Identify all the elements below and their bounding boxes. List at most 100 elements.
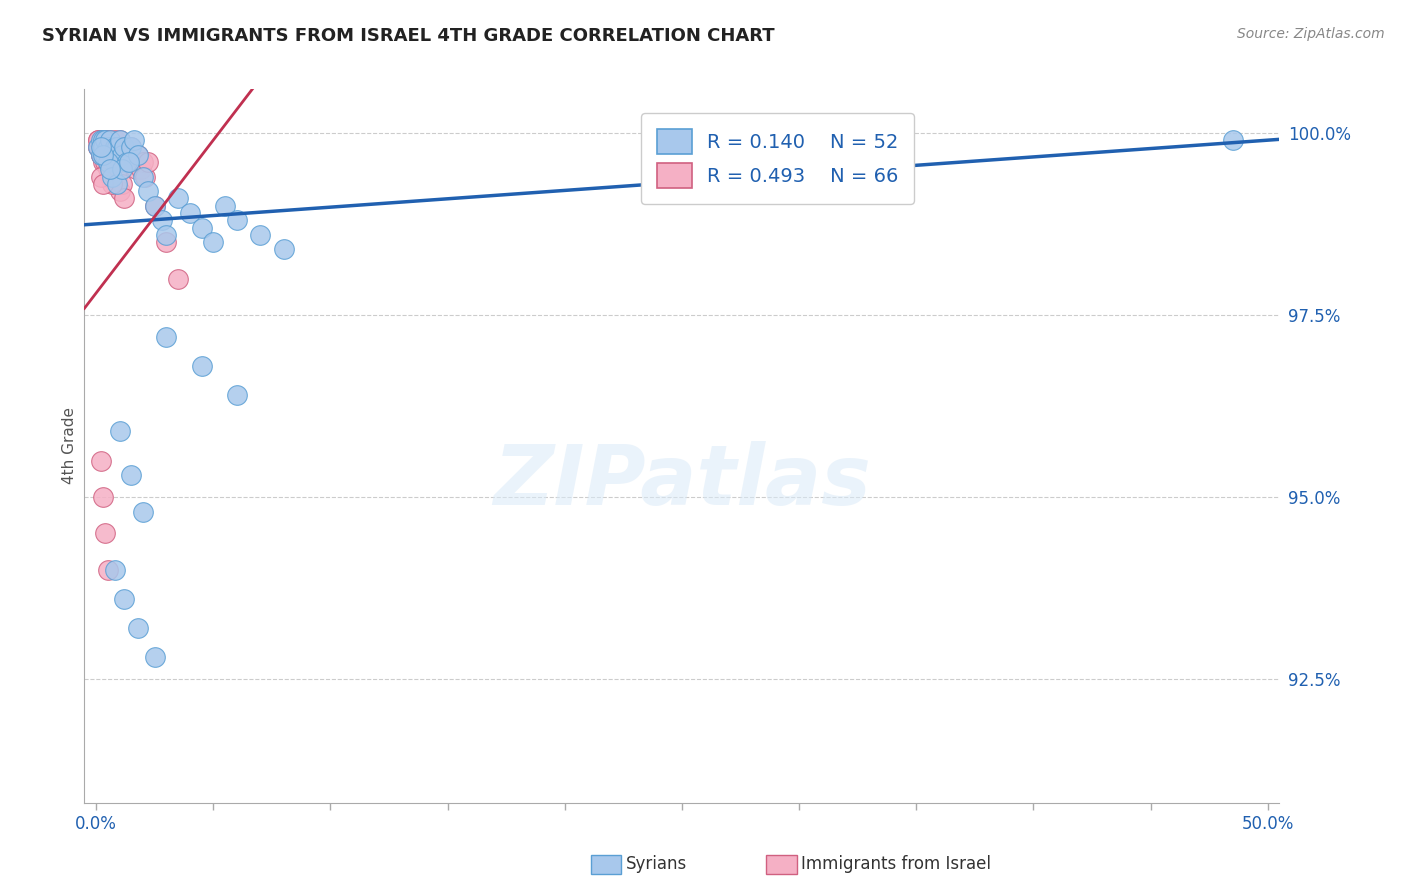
Point bbox=[101, 162, 124, 177]
Point bbox=[167, 271, 190, 285]
Point bbox=[91, 147, 114, 161]
Point bbox=[90, 147, 112, 161]
Point bbox=[94, 147, 117, 161]
Point bbox=[115, 147, 138, 161]
Point bbox=[112, 140, 135, 154]
Point bbox=[105, 177, 128, 191]
Point bbox=[105, 169, 128, 184]
Point bbox=[202, 235, 225, 249]
Point bbox=[104, 147, 127, 161]
Point bbox=[118, 155, 141, 169]
Point bbox=[127, 147, 149, 161]
Point bbox=[91, 177, 114, 191]
Point bbox=[118, 155, 141, 169]
Point bbox=[101, 177, 124, 191]
Point bbox=[108, 425, 131, 439]
Point bbox=[136, 184, 159, 198]
Point bbox=[167, 191, 190, 205]
Point bbox=[111, 177, 134, 191]
Point bbox=[94, 133, 117, 147]
Point bbox=[101, 169, 124, 184]
Point bbox=[214, 199, 236, 213]
Point bbox=[94, 133, 117, 147]
Point bbox=[120, 468, 142, 483]
Point bbox=[225, 213, 247, 227]
Point bbox=[98, 162, 121, 177]
Point bbox=[190, 220, 212, 235]
Point bbox=[120, 140, 142, 154]
Point bbox=[132, 155, 155, 169]
Point bbox=[132, 169, 155, 184]
Point bbox=[273, 243, 295, 257]
Point bbox=[122, 133, 145, 147]
Point bbox=[97, 140, 120, 154]
Point bbox=[97, 563, 120, 577]
Point bbox=[111, 147, 134, 161]
Point bbox=[98, 169, 121, 184]
Point bbox=[98, 133, 121, 147]
Point bbox=[127, 621, 149, 635]
Point bbox=[104, 155, 127, 169]
Point bbox=[90, 453, 112, 467]
Point bbox=[129, 162, 152, 177]
Point bbox=[120, 140, 142, 154]
Point bbox=[143, 199, 166, 213]
Point bbox=[115, 155, 138, 169]
Point bbox=[104, 133, 127, 147]
Point bbox=[111, 162, 134, 177]
Point bbox=[94, 526, 117, 541]
Point bbox=[87, 133, 110, 147]
Point bbox=[112, 591, 135, 606]
Point bbox=[90, 147, 112, 161]
Point bbox=[127, 147, 149, 161]
Point bbox=[179, 206, 201, 220]
Point bbox=[108, 133, 131, 147]
Point bbox=[108, 184, 131, 198]
Point bbox=[94, 140, 117, 154]
Legend: R = 0.140    N = 52, R = 0.493    N = 66: R = 0.140 N = 52, R = 0.493 N = 66 bbox=[641, 113, 914, 204]
Point bbox=[98, 147, 121, 161]
Point bbox=[90, 140, 112, 154]
Point bbox=[90, 169, 112, 184]
Point bbox=[91, 140, 114, 154]
Point bbox=[91, 147, 114, 161]
Point bbox=[94, 147, 117, 161]
Point bbox=[1222, 133, 1244, 147]
Point bbox=[91, 155, 114, 169]
Point bbox=[225, 388, 247, 402]
Point bbox=[101, 140, 124, 154]
Point bbox=[122, 155, 145, 169]
Point bbox=[97, 133, 120, 147]
Point bbox=[104, 563, 127, 577]
Point bbox=[105, 155, 128, 169]
Point bbox=[94, 155, 117, 169]
Point bbox=[91, 490, 114, 504]
Point bbox=[87, 133, 110, 147]
Point bbox=[91, 133, 114, 147]
Point bbox=[87, 140, 110, 154]
Point bbox=[112, 140, 135, 154]
Text: SYRIAN VS IMMIGRANTS FROM ISRAEL 4TH GRADE CORRELATION CHART: SYRIAN VS IMMIGRANTS FROM ISRAEL 4TH GRA… bbox=[42, 27, 775, 45]
Point bbox=[108, 147, 131, 161]
Point bbox=[90, 140, 112, 154]
Point bbox=[155, 227, 177, 242]
Point bbox=[134, 169, 156, 184]
Point bbox=[94, 140, 117, 154]
Point bbox=[91, 147, 114, 161]
Text: Immigrants from Israel: Immigrants from Israel bbox=[801, 855, 991, 873]
Point bbox=[90, 147, 112, 161]
Text: Syrians: Syrians bbox=[626, 855, 688, 873]
Point bbox=[108, 133, 131, 147]
Y-axis label: 4th Grade: 4th Grade bbox=[62, 408, 77, 484]
Point bbox=[105, 140, 128, 154]
Point bbox=[87, 140, 110, 154]
Point bbox=[155, 330, 177, 344]
Point bbox=[91, 133, 114, 147]
Point bbox=[111, 140, 134, 154]
Point bbox=[112, 191, 135, 205]
Point bbox=[91, 147, 114, 161]
Point bbox=[143, 199, 166, 213]
Point bbox=[101, 147, 124, 161]
Point bbox=[249, 227, 271, 242]
Point bbox=[190, 359, 212, 373]
